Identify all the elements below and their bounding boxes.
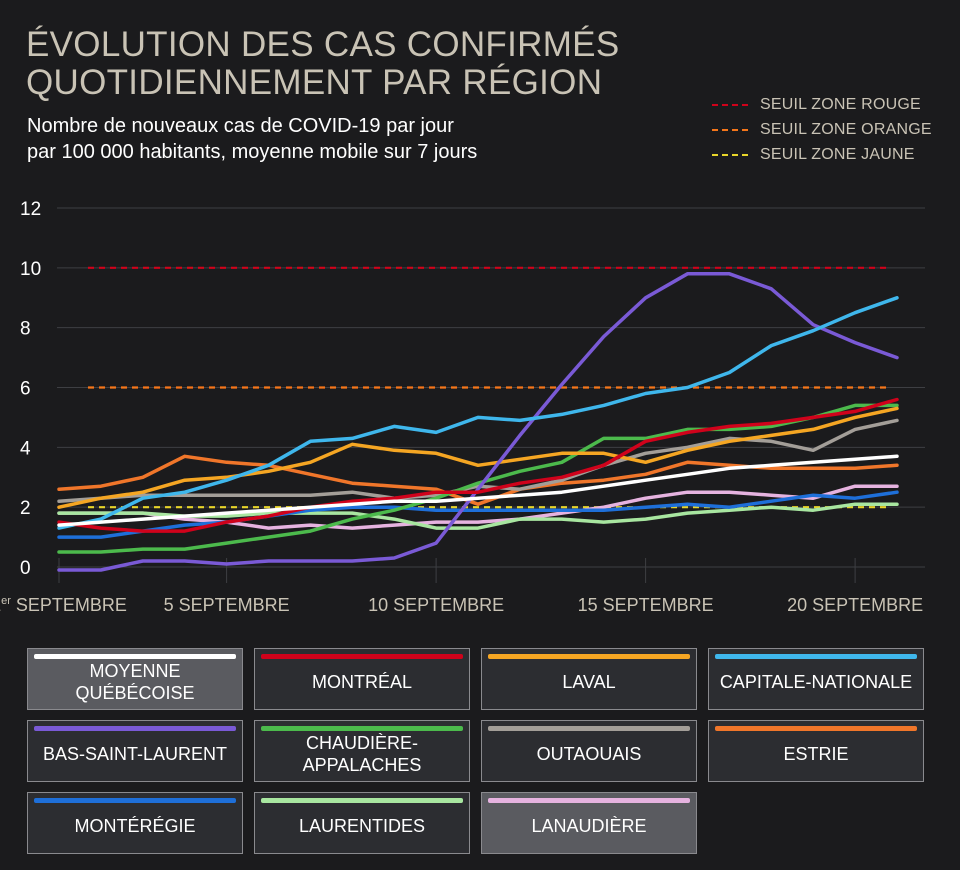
- threshold-legend-item-yellow: SEUIL ZONE JAUNE: [712, 142, 932, 167]
- legend-color-swatch: [261, 654, 463, 659]
- threshold-orange-swatch: [712, 128, 748, 131]
- threshold-red-label: SEUIL ZONE ROUGE: [760, 95, 921, 113]
- y-tick-label: 12: [20, 199, 41, 220]
- legend-color-swatch: [261, 726, 463, 731]
- legend-label: MOYENNE QUÉBÉCOISE: [75, 661, 195, 703]
- series-line-4: [57, 272, 899, 572]
- series-line-0: [57, 454, 899, 527]
- legend-label: CHAUDIÈRE- APPALACHES: [302, 733, 422, 775]
- y-tick-label: 8: [20, 319, 31, 340]
- legend-label: MONTÉRÉGIE: [74, 816, 196, 836]
- y-tick-label: 10: [20, 259, 41, 280]
- x-tick-label: 15 SEPTEMBRE: [578, 595, 714, 615]
- legend-button-2[interactable]: LAVAL: [481, 648, 697, 710]
- legend-label: LAURENTIDES: [298, 816, 426, 836]
- legend-button-9[interactable]: LAURENTIDES: [254, 792, 470, 854]
- legend-color-swatch: [34, 654, 236, 659]
- legend-label: MONTRÉAL: [311, 672, 412, 692]
- chart-title-line-1: ÉVOLUTION DES CAS CONFIRMÉS: [26, 25, 620, 64]
- y-tick-label: 0: [20, 558, 31, 579]
- chart-subtitle-line-1: Nombre de nouveaux cas de COVID-19 par j…: [27, 115, 454, 137]
- series-line-1: [57, 397, 899, 533]
- series-line-6: [57, 418, 899, 503]
- legend-color-swatch: [715, 654, 917, 659]
- legend-color-swatch: [34, 798, 236, 803]
- legend-color-swatch: [34, 726, 236, 731]
- legend-label: ESTRIE: [783, 744, 849, 764]
- legend-color-swatch: [715, 726, 917, 731]
- legend-color-swatch: [488, 726, 690, 731]
- y-tick-label: 2: [20, 498, 31, 519]
- legend-color-swatch: [488, 654, 690, 659]
- legend-label: OUTAOUAIS: [536, 744, 642, 764]
- legend-label: LAVAL: [562, 672, 616, 692]
- threshold-legend-item-orange: SEUIL ZONE ORANGE: [712, 117, 932, 142]
- series-line-5: [57, 403, 899, 554]
- legend-button-4[interactable]: BAS-SAINT-LAURENT: [27, 720, 243, 782]
- x-tick-label: 10 SEPTEMBRE: [368, 595, 504, 615]
- legend-button-6[interactable]: OUTAOUAIS: [481, 720, 697, 782]
- legend-button-1[interactable]: MONTRÉAL: [254, 648, 470, 710]
- chart-subtitle: Nombre de nouveaux cas de COVID-19 par j…: [27, 113, 477, 165]
- y-tick-label: 4: [20, 438, 31, 459]
- threshold-orange-label: SEUIL ZONE ORANGE: [760, 120, 932, 138]
- series-line-8: [57, 490, 899, 539]
- x-tick-label: 20 SEPTEMBRE: [787, 595, 923, 615]
- x-tick-label: 1er SEPTEMBRE: [0, 595, 127, 615]
- series-line-10: [57, 484, 899, 530]
- threshold-legend-item-red: SEUIL ZONE ROUGE: [712, 92, 932, 117]
- line-chart: 0 2 4 6 8 10 12 1er SEPTEMBRE 5 SEPTEMBRE 10 SEPT…: [0, 199, 925, 615]
- series-line-3: [57, 296, 899, 530]
- legend-color-swatch: [488, 798, 690, 803]
- x-tick-label: 5 SEPTEMBRE: [164, 595, 290, 615]
- legend-button-5[interactable]: CHAUDIÈRE- APPALACHES: [254, 720, 470, 782]
- legend-label: LANAUDIÈRE: [531, 816, 647, 836]
- chart-title-line-2: QUOTIDIENNEMENT PAR RÉGION: [26, 63, 603, 102]
- legend-button-10[interactable]: LANAUDIÈRE: [481, 792, 697, 854]
- threshold-yellow-label: SEUIL ZONE JAUNE: [760, 145, 915, 163]
- legend-color-swatch: [261, 798, 463, 803]
- legend-button-3[interactable]: CAPITALE-NATIONALE: [708, 648, 924, 710]
- series-line-2: [57, 406, 899, 509]
- legend-label: CAPITALE-NATIONALE: [719, 672, 913, 692]
- y-tick-label: 6: [20, 379, 31, 400]
- threshold-red-swatch: [712, 103, 748, 106]
- threshold-legend: SEUIL ZONE ROUGE SEUIL ZONE ORANGE SEUIL…: [712, 92, 932, 167]
- legend-button-8[interactable]: MONTÉRÉGIE: [27, 792, 243, 854]
- region-legend: MOYENNE QUÉBÉCOISE MONTRÉAL LAVAL CAPITALE-…: [27, 648, 924, 854]
- legend-label: BAS-SAINT-LAURENT: [42, 744, 228, 764]
- legend-button-0[interactable]: MOYENNE QUÉBÉCOISE: [27, 648, 243, 710]
- chart-subtitle-line-2: par 100 000 habitants, moyenne mobile su…: [27, 141, 478, 163]
- chart-title: ÉVOLUTION DES CAS CONFIRMÉS QUOTIDIENNEM…: [26, 26, 619, 102]
- legend-button-7[interactable]: ESTRIE: [708, 720, 924, 782]
- threshold-yellow-swatch: [712, 153, 748, 156]
